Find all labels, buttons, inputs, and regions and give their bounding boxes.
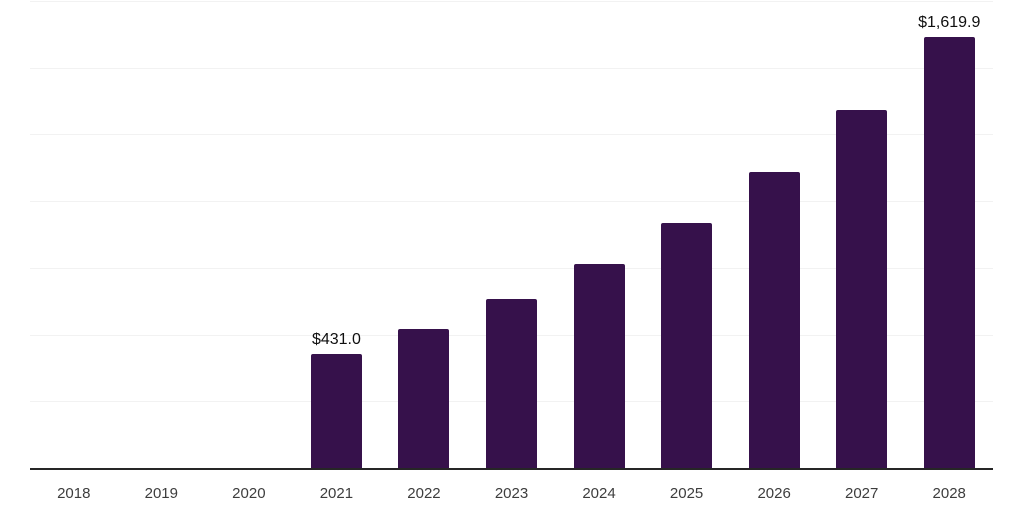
bar-2023 bbox=[486, 299, 537, 469]
x-axis-label-2023: 2023 bbox=[494, 485, 529, 502]
x-axis: 2018 2019 2020 2021 2022 2023 2024 2025 2026 2027… bbox=[30, 470, 993, 512]
gridline-1250 bbox=[30, 134, 993, 136]
bar-2026 bbox=[748, 171, 800, 469]
bar-value-label-2021: $431.0 bbox=[311, 331, 361, 348]
gridline-750 bbox=[30, 267, 993, 269]
bar-2028 bbox=[923, 36, 975, 469]
x-axis-label-2027: 2027 bbox=[844, 485, 879, 502]
x-axis-line bbox=[30, 468, 993, 470]
gridline-1750 bbox=[30, 1, 993, 2]
x-axis-label-2021: 2021 bbox=[319, 485, 354, 502]
bar-2022 bbox=[398, 329, 450, 469]
gridline-1500 bbox=[30, 67, 993, 69]
x-axis-label-2022: 2022 bbox=[407, 485, 441, 502]
x-axis-label-2026: 2026 bbox=[757, 485, 791, 502]
plot-area: $431.0 $1,619.9 bbox=[30, 1, 993, 469]
x-axis-label-2019: 2019 bbox=[144, 485, 178, 502]
bar-2027 bbox=[836, 109, 888, 469]
bar-2021 bbox=[310, 354, 362, 469]
bar-value-label-2028: $1,619.9 bbox=[918, 13, 981, 31]
x-axis-label-2018: 2018 bbox=[57, 485, 91, 502]
gridline-1000 bbox=[30, 201, 993, 203]
x-axis-label-2028: 2028 bbox=[932, 485, 966, 502]
bar-2025 bbox=[661, 222, 713, 469]
x-axis-label-2025: 2025 bbox=[669, 485, 704, 502]
x-axis-label-2024: 2024 bbox=[582, 485, 616, 502]
x-axis-label-2020: 2020 bbox=[232, 485, 266, 502]
bar-2024 bbox=[573, 263, 625, 469]
